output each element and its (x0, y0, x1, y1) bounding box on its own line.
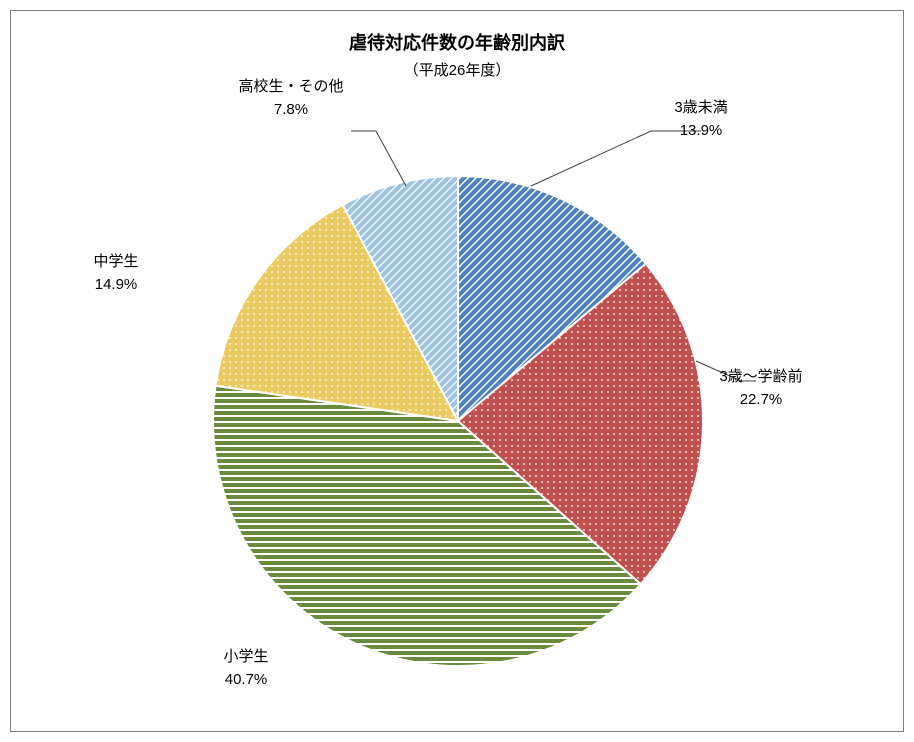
slice-label-value: 40.7% (223, 669, 268, 692)
slice-label-name: 3歳未満 (674, 97, 727, 120)
slice-label-value: 14.9% (93, 274, 138, 297)
slice-label-name: 小学生 (223, 646, 268, 669)
slice-label-value: 7.8% (238, 99, 343, 122)
slice-label: 高校生・その他7.8% (238, 76, 343, 121)
slice-label-value: 13.9% (674, 120, 727, 143)
slice-label: 小学生40.7% (223, 646, 268, 691)
slice-label-name: 3歳～学齢前 (719, 366, 802, 389)
slice-label-name: 高校生・その他 (238, 76, 343, 99)
slice-label: 中学生14.9% (93, 251, 138, 296)
slice-label-name: 中学生 (93, 251, 138, 274)
chart-frame: 虐待対応件数の年齢別内訳 （平成26年度） 3歳未満13.9%3歳～学齢前22.… (10, 10, 904, 732)
leader-line (351, 131, 406, 186)
slice-label-value: 22.7% (719, 389, 802, 412)
slice-label: 3歳～学齢前22.7% (719, 366, 802, 411)
slice-label: 3歳未満13.9% (674, 97, 727, 142)
